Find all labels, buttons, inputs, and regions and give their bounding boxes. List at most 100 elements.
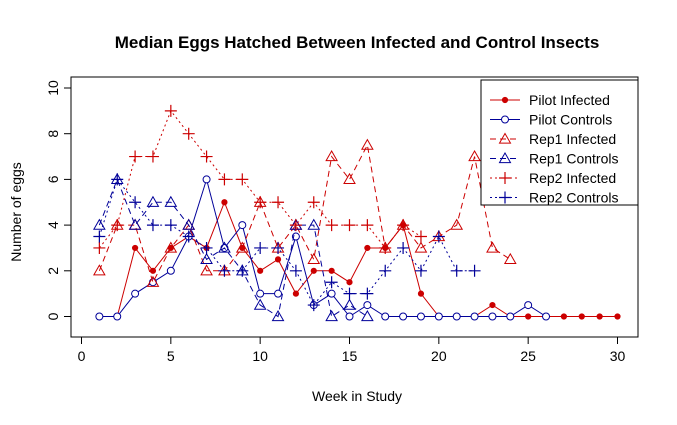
data-point	[292, 290, 299, 297]
legend-marker	[499, 172, 511, 184]
data-point	[364, 244, 371, 252]
data-point	[272, 241, 285, 254]
data-point	[291, 232, 300, 241]
data-point	[486, 241, 499, 253]
data-point	[560, 313, 568, 320]
legend-entry: Rep1 Controls	[490, 151, 619, 167]
data-point	[345, 312, 354, 321]
legend-marker	[498, 151, 512, 164]
data-point	[414, 264, 427, 277]
data-point	[525, 313, 532, 320]
series-rep2-controls	[93, 173, 481, 312]
legend-entry: Pilot Controls	[490, 112, 612, 128]
data-point	[164, 241, 178, 253]
data-point	[489, 301, 496, 309]
data-point	[346, 279, 353, 286]
legend-label: Rep2 Controls	[529, 190, 619, 206]
data-point	[414, 241, 428, 253]
data-point	[470, 312, 479, 321]
data-point	[95, 312, 104, 321]
data-point	[274, 256, 282, 263]
data-point	[182, 218, 196, 230]
data-point	[325, 219, 338, 232]
data-point	[416, 312, 425, 321]
data-point	[254, 241, 267, 254]
data-point	[129, 196, 142, 209]
data-point	[524, 301, 533, 310]
data-point	[307, 196, 320, 209]
data-point	[146, 195, 160, 207]
data-point	[327, 289, 336, 298]
data-point	[307, 299, 320, 312]
legend-entry: Rep2 Controls	[490, 190, 619, 206]
data-point	[272, 196, 285, 209]
series-pilot-controls	[95, 175, 551, 321]
data-point	[381, 312, 390, 321]
data-point	[218, 173, 231, 186]
series-line	[98, 178, 368, 318]
data-point	[343, 172, 356, 185]
data-point	[146, 150, 159, 163]
chart-title: Median Eggs Hatched Between Infected and…	[115, 33, 600, 52]
legend-label: Rep2 Infected	[529, 170, 616, 186]
data-point	[200, 241, 213, 254]
data-point	[128, 218, 142, 230]
data-point	[450, 264, 463, 277]
data-point	[200, 252, 213, 264]
data-point	[236, 264, 249, 277]
data-point	[271, 309, 285, 322]
data-point	[468, 264, 481, 277]
data-point	[325, 276, 338, 289]
data-point	[113, 312, 122, 321]
data-point	[361, 287, 374, 300]
data-point	[274, 289, 283, 298]
series-line	[98, 143, 511, 284]
legend-label: Pilot Infected	[529, 92, 610, 108]
legend-marker	[501, 96, 509, 104]
data-point	[361, 138, 374, 150]
data-point	[289, 219, 302, 232]
data-point	[289, 264, 302, 277]
series-line	[98, 109, 422, 249]
data-point	[257, 267, 264, 274]
legend-label: Rep1 Controls	[529, 151, 619, 167]
x-tick-label: 30	[610, 348, 626, 364]
x-tick-label: 25	[520, 348, 536, 364]
y-tick-label: 8	[45, 130, 61, 138]
y-tick-label: 0	[45, 312, 61, 320]
data-point	[468, 150, 481, 162]
series-rep2-infected	[93, 104, 427, 254]
data-point	[307, 218, 321, 230]
x-tick-label: 0	[78, 348, 86, 364]
data-point	[399, 312, 408, 321]
data-point	[578, 313, 585, 320]
data-point	[325, 309, 338, 322]
legend-entry: Rep2 Infected	[490, 170, 616, 186]
data-point	[182, 230, 195, 243]
data-point	[397, 241, 410, 254]
x-tick-label: 20	[431, 348, 447, 364]
data-point	[131, 289, 140, 298]
data-point	[503, 252, 517, 264]
plot-border	[70, 76, 639, 338]
data-point	[238, 221, 247, 230]
legend-marker	[499, 191, 511, 204]
legend-label: Pilot Controls	[529, 112, 612, 128]
data-point	[361, 219, 374, 232]
data-point	[146, 275, 160, 287]
legend-entry: Pilot Infected	[490, 92, 610, 108]
data-point	[596, 313, 603, 320]
y-axis-label: Number of eggs	[8, 162, 24, 262]
legend-entry: Rep1 Infected	[490, 131, 616, 147]
data-point	[129, 150, 142, 163]
data-point	[432, 230, 445, 243]
legend-label: Rep1 Infected	[529, 131, 616, 147]
data-point	[254, 196, 267, 209]
data-point	[166, 266, 175, 275]
data-point	[221, 199, 228, 206]
data-point	[414, 230, 427, 243]
data-point	[128, 218, 142, 230]
series-line	[98, 178, 475, 306]
y-tick-label: 10	[45, 80, 61, 96]
